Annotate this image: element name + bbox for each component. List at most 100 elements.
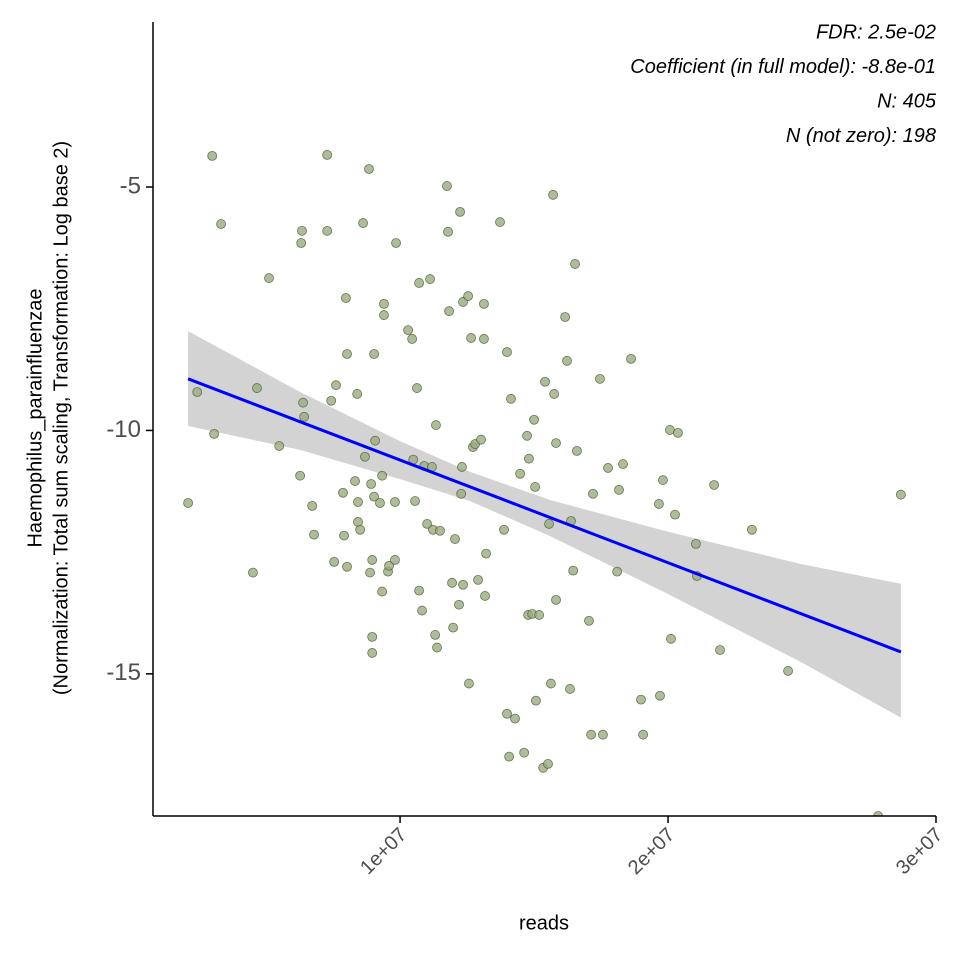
data-point: [431, 420, 441, 430]
data-point: [565, 684, 575, 694]
annotation: Coefficient (in full model): -8.8e-01: [630, 56, 936, 78]
data-point: [414, 585, 424, 596]
data-point: [403, 325, 414, 336]
data-point: [691, 538, 701, 549]
data-point: [375, 498, 385, 508]
data-point: [598, 729, 608, 740]
data-point: [709, 480, 720, 490]
data-point: [369, 349, 379, 359]
data-point: [534, 610, 545, 620]
y-axis-title: (Normalization: Total sum scaling, Trans…: [50, 141, 72, 695]
data-point: [448, 622, 459, 633]
data-point: [447, 577, 457, 588]
data-point: [510, 713, 520, 724]
annotation: N: 405: [877, 90, 937, 112]
data-point: [443, 226, 453, 237]
data-point: [444, 306, 455, 317]
data-point: [364, 164, 374, 174]
data-point: [540, 376, 550, 387]
data-point: [414, 278, 424, 288]
data-point: [410, 496, 420, 506]
data-point: [873, 811, 884, 816]
annotation: N (not zero): 198: [786, 125, 936, 147]
data-point: [298, 397, 308, 408]
data-point: [252, 383, 262, 393]
data-point: [480, 591, 490, 601]
data-point: [747, 524, 757, 535]
data-point: [612, 566, 623, 577]
data-point: [454, 599, 464, 610]
data-point: [524, 453, 534, 464]
x-tick-label: 2e+07: [624, 824, 679, 879]
data-point: [367, 631, 378, 642]
data-point: [618, 459, 628, 469]
data-point: [274, 441, 285, 451]
data-point: [457, 462, 467, 472]
data-point: [432, 642, 442, 653]
data-point: [551, 438, 561, 448]
data-point: [715, 645, 725, 655]
data-point: [326, 395, 337, 406]
data-point: [216, 219, 226, 229]
data-point: [502, 708, 512, 719]
data-point: [299, 411, 310, 422]
data-point: [499, 524, 509, 535]
data-point: [248, 567, 258, 578]
data-point: [342, 561, 352, 572]
data-point: [586, 729, 597, 740]
data-point: [183, 498, 194, 508]
data-point: [473, 574, 483, 585]
data-point: [636, 694, 646, 705]
data-point: [322, 150, 333, 160]
data-point: [355, 524, 366, 535]
data-point: [458, 579, 468, 590]
data-point: [673, 427, 683, 438]
data-point: [479, 334, 489, 344]
data-point: [549, 389, 560, 399]
data-point: [367, 648, 378, 658]
data-point: [543, 759, 553, 769]
data-point: [367, 555, 378, 565]
data-point: [481, 548, 491, 559]
data-point: [366, 479, 377, 489]
data-point: [568, 565, 579, 576]
data-point: [519, 747, 530, 758]
data-point: [322, 225, 333, 236]
data-point: [502, 347, 512, 357]
data-point: [365, 567, 375, 578]
data-point: [369, 491, 379, 502]
annotation: FDR: 2.5e-02: [816, 21, 936, 43]
data-point: [352, 389, 363, 399]
data-point: [379, 298, 389, 309]
data-point: [463, 291, 474, 301]
data-point: [560, 312, 571, 322]
x-tick-label: 3e+07: [892, 824, 947, 879]
data-point: [422, 519, 433, 529]
data-point: [309, 529, 319, 540]
y-axis-title: Haemophilus_parainfluenzae: [24, 288, 46, 547]
data-point: [442, 181, 452, 191]
data-point: [456, 488, 467, 499]
data-point: [595, 373, 605, 384]
data-point: [339, 530, 349, 541]
data-point: [638, 729, 649, 740]
data-point: [358, 218, 368, 228]
data-point: [658, 475, 668, 485]
data-point: [425, 274, 435, 284]
data-point: [464, 678, 474, 689]
data-point: [530, 482, 541, 492]
data-point: [331, 380, 341, 391]
data-point: [379, 310, 389, 320]
data-point: [614, 484, 624, 495]
data-point: [603, 463, 613, 473]
data-point: [295, 470, 306, 481]
data-point: [654, 499, 664, 509]
data-point: [546, 678, 556, 689]
data-point: [377, 470, 388, 481]
data-point: [338, 487, 348, 498]
data-point: [476, 434, 486, 445]
data-point: [504, 751, 515, 762]
data-point: [531, 695, 541, 706]
data-point: [407, 334, 418, 344]
data-point: [360, 451, 370, 462]
